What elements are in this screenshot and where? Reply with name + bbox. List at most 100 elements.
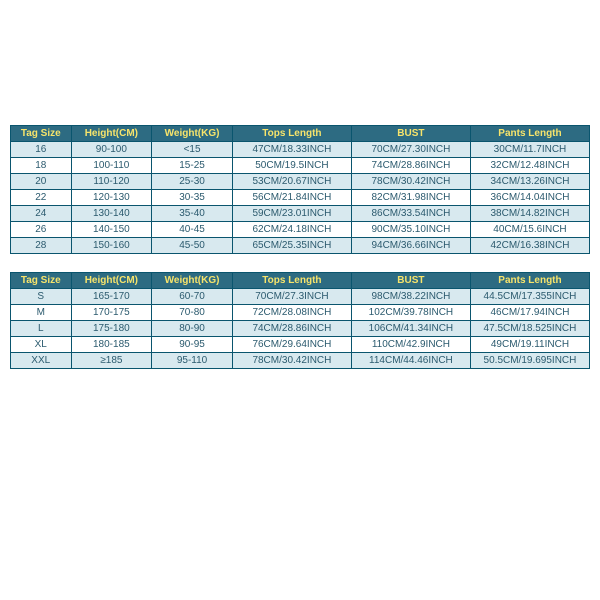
table-cell: 45-50 [152,238,233,254]
adult-header-row: Tag Size Height(CM) Weight(KG) Tops Leng… [11,273,590,289]
table-cell: 30CM/11.7INCH [470,142,589,158]
table-cell: 26 [11,222,72,238]
table-cell: 90-100 [71,142,152,158]
size-chart-container: Tag Size Height(CM) Weight(KG) Tops Leng… [0,0,600,369]
kids-header-row: Tag Size Height(CM) Weight(KG) Tops Leng… [11,126,590,142]
col-height: Height(CM) [71,126,152,142]
table-cell: 40CM/15.6INCH [470,222,589,238]
table-cell: 15-25 [152,158,233,174]
table-row: L175-18080-9074CM/28.86INCH106CM/41.34IN… [11,321,590,337]
table-cell: 86CM/33.54INCH [351,206,470,222]
table-cell: 95-110 [152,353,233,369]
table-cell: 74CM/28.86INCH [232,321,351,337]
table-cell: L [11,321,72,337]
table-cell: 32CM/12.48INCH [470,158,589,174]
table-row: 28150-16045-5065CM/25.35INCH94CM/36.66IN… [11,238,590,254]
table-cell: 76CM/29.64INCH [232,337,351,353]
table-cell: 56CM/21.84INCH [232,190,351,206]
table-cell: 40-45 [152,222,233,238]
table-cell: 165-170 [71,289,152,305]
col-pants-length: Pants Length [470,126,589,142]
col-tag-size: Tag Size [11,273,72,289]
col-tag-size: Tag Size [11,126,72,142]
table-cell: 53CM/20.67INCH [232,174,351,190]
table-cell: 120-130 [71,190,152,206]
table-cell: S [11,289,72,305]
kids-size-table: Tag Size Height(CM) Weight(KG) Tops Leng… [10,125,590,254]
table-cell: M [11,305,72,321]
table-cell: 72CM/28.08INCH [232,305,351,321]
table-row: M170-17570-8072CM/28.08INCH102CM/39.78IN… [11,305,590,321]
col-weight: Weight(KG) [152,126,233,142]
col-height: Height(CM) [71,273,152,289]
col-weight: Weight(KG) [152,273,233,289]
table-cell: 35-40 [152,206,233,222]
table-row: 26140-15040-4562CM/24.18INCH90CM/35.10IN… [11,222,590,238]
table-cell: 78CM/30.42INCH [351,174,470,190]
table-cell: 18 [11,158,72,174]
col-tops-length: Tops Length [232,273,351,289]
table-cell: 20 [11,174,72,190]
table-cell: 62CM/24.18INCH [232,222,351,238]
table-cell: 44.5CM/17.355INCH [470,289,589,305]
col-bust: BUST [351,273,470,289]
table-cell: 16 [11,142,72,158]
table-cell: 70CM/27.30INCH [351,142,470,158]
table-cell: 90-95 [152,337,233,353]
adult-size-table: Tag Size Height(CM) Weight(KG) Tops Leng… [10,272,590,369]
table-cell: 34CM/13.26INCH [470,174,589,190]
table-cell: 102CM/39.78INCH [351,305,470,321]
table-cell: 98CM/38.22INCH [351,289,470,305]
col-bust: BUST [351,126,470,142]
table-cell: 82CM/31.98INCH [351,190,470,206]
col-pants-length: Pants Length [470,273,589,289]
table-row: S165-17060-7070CM/27.3INCH98CM/38.22INCH… [11,289,590,305]
table-row: XL180-18590-9576CM/29.64INCH110CM/42.9IN… [11,337,590,353]
table-cell: 47.5CM/18.525INCH [470,321,589,337]
table-cell: 70-80 [152,305,233,321]
table-cell: 42CM/16.38INCH [470,238,589,254]
table-cell: 90CM/35.10INCH [351,222,470,238]
table-cell: 130-140 [71,206,152,222]
table-cell: 49CM/19.11INCH [470,337,589,353]
table-cell: 150-160 [71,238,152,254]
table-cell: ≥185 [71,353,152,369]
table-cell: 74CM/28.86INCH [351,158,470,174]
table-cell: 65CM/25.35INCH [232,238,351,254]
table-cell: 94CM/36.66INCH [351,238,470,254]
table-cell: 80-90 [152,321,233,337]
table-cell: 140-150 [71,222,152,238]
table-cell: 170-175 [71,305,152,321]
table-row: 18100-11015-2550CM/19.5INCH74CM/28.86INC… [11,158,590,174]
table-row: 22120-13030-3556CM/21.84INCH82CM/31.98IN… [11,190,590,206]
table-cell: 70CM/27.3INCH [232,289,351,305]
table-cell: 50CM/19.5INCH [232,158,351,174]
table-cell: 175-180 [71,321,152,337]
table-row: 24130-14035-4059CM/23.01INCH86CM/33.54IN… [11,206,590,222]
table-cell: 78CM/30.42INCH [232,353,351,369]
table-cell: 30-35 [152,190,233,206]
table-row: 20110-12025-3053CM/20.67INCH78CM/30.42IN… [11,174,590,190]
table-cell: 22 [11,190,72,206]
table-cell: 25-30 [152,174,233,190]
table-cell: 28 [11,238,72,254]
table-cell: XXL [11,353,72,369]
table-gap [10,254,590,272]
table-cell: 100-110 [71,158,152,174]
table-row: 1690-100<1547CM/18.33INCH70CM/27.30INCH3… [11,142,590,158]
table-cell: 110-120 [71,174,152,190]
table-cell: 38CM/14.82INCH [470,206,589,222]
table-cell: 47CM/18.33INCH [232,142,351,158]
table-cell: 36CM/14.04INCH [470,190,589,206]
table-row: XXL≥18595-11078CM/30.42INCH114CM/44.46IN… [11,353,590,369]
table-cell: 106CM/41.34INCH [351,321,470,337]
table-cell: 59CM/23.01INCH [232,206,351,222]
table-cell: 180-185 [71,337,152,353]
table-cell: <15 [152,142,233,158]
table-cell: 46CM/17.94INCH [470,305,589,321]
table-cell: 50.5CM/19.695INCH [470,353,589,369]
col-tops-length: Tops Length [232,126,351,142]
table-cell: 110CM/42.9INCH [351,337,470,353]
table-cell: 114CM/44.46INCH [351,353,470,369]
table-cell: 60-70 [152,289,233,305]
